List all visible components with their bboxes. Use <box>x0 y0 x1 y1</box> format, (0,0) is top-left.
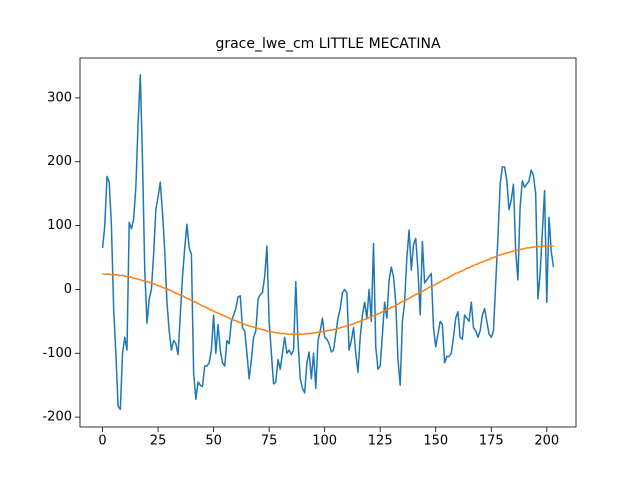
x-tick-label: 150 <box>423 434 448 449</box>
chart-title: grace_lwe_cm LITTLE MECATINA <box>215 36 440 52</box>
x-tick-label: 125 <box>368 434 393 449</box>
x-tick-label: 100 <box>312 434 337 449</box>
x-tick-label: 0 <box>98 434 106 449</box>
y-tick-label: 0 <box>64 282 72 297</box>
x-tick-label: 75 <box>261 434 278 449</box>
x-tick-label: 200 <box>534 434 559 449</box>
y-tick-label: -200 <box>42 410 72 425</box>
x-tick-label: 25 <box>150 434 167 449</box>
data-line <box>101 74 555 411</box>
x-tick-label: 50 <box>205 434 222 449</box>
x-tick-label: 175 <box>479 434 504 449</box>
y-tick-label: -100 <box>42 346 72 361</box>
data-line <box>102 245 554 335</box>
plot-frame <box>79 57 577 428</box>
y-tick-label: 200 <box>47 154 72 169</box>
y-tick-label: 100 <box>47 218 72 233</box>
y-tick-label: 300 <box>47 90 72 105</box>
